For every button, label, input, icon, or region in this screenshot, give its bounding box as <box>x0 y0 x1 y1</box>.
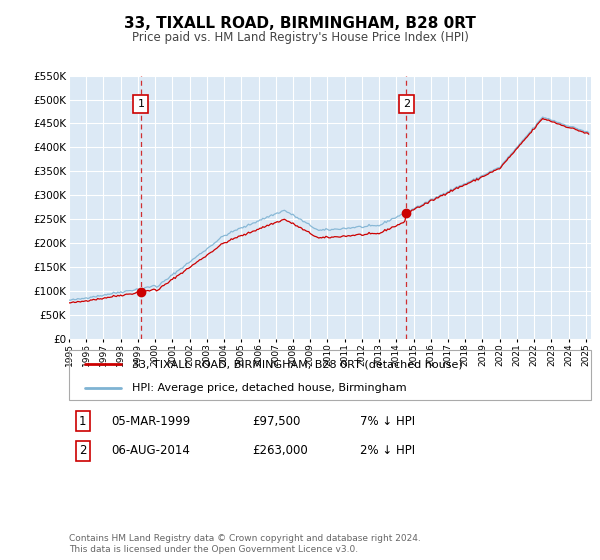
Text: 2: 2 <box>403 99 410 109</box>
Text: 1: 1 <box>137 99 145 109</box>
Text: 2: 2 <box>79 444 86 458</box>
Text: 33, TIXALL ROAD, BIRMINGHAM, B28 0RT: 33, TIXALL ROAD, BIRMINGHAM, B28 0RT <box>124 16 476 31</box>
Text: 33, TIXALL ROAD, BIRMINGHAM, B28 0RT (detached house): 33, TIXALL ROAD, BIRMINGHAM, B28 0RT (de… <box>131 359 463 369</box>
Text: 1: 1 <box>79 414 86 428</box>
Text: 7% ↓ HPI: 7% ↓ HPI <box>360 414 415 428</box>
Text: Price paid vs. HM Land Registry's House Price Index (HPI): Price paid vs. HM Land Registry's House … <box>131 31 469 44</box>
Text: HPI: Average price, detached house, Birmingham: HPI: Average price, detached house, Birm… <box>131 383 406 393</box>
Text: 2% ↓ HPI: 2% ↓ HPI <box>360 444 415 458</box>
Text: £97,500: £97,500 <box>252 414 301 428</box>
Text: £263,000: £263,000 <box>252 444 308 458</box>
Text: 05-MAR-1999: 05-MAR-1999 <box>111 414 190 428</box>
Text: Contains HM Land Registry data © Crown copyright and database right 2024.
This d: Contains HM Land Registry data © Crown c… <box>69 534 421 554</box>
Text: 06-AUG-2014: 06-AUG-2014 <box>111 444 190 458</box>
